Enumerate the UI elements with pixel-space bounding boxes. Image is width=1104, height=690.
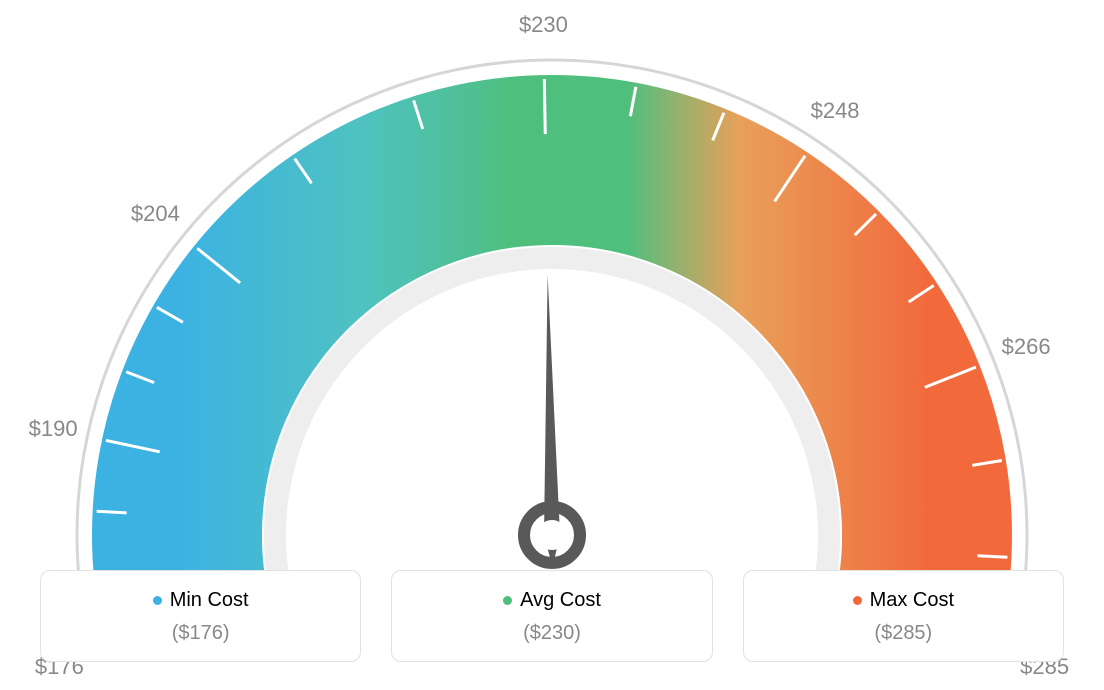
legend-value-avg: ($230) [402,622,701,645]
legend-row: Min Cost ($176) Avg Cost ($230) Max Cost… [40,570,1064,662]
legend-title-text: Min Cost [170,589,249,612]
legend-card-max: Max Cost ($285) [743,570,1064,662]
gauge-tick-label: $230 [519,12,568,38]
legend-title-avg: Avg Cost [503,589,601,612]
gauge-tick-label: $248 [811,98,860,124]
legend-card-min: Min Cost ($176) [40,570,361,662]
gauge-tick-label: $204 [131,201,180,227]
gauge-tick-label: $266 [1002,334,1051,360]
legend-value-min: ($176) [51,622,350,645]
legend-title-min: Min Cost [153,589,249,612]
gauge-chart: $176$190$204$230$248$266$285 [42,15,1062,575]
legend-value-max: ($285) [754,622,1053,645]
gauge-svg [42,15,1062,575]
legend-title-max: Max Cost [853,589,954,612]
legend-title-text: Max Cost [870,589,954,612]
legend-card-avg: Avg Cost ($230) [391,570,712,662]
gauge-tick-label: $190 [29,416,78,442]
legend-title-text: Avg Cost [520,589,601,612]
